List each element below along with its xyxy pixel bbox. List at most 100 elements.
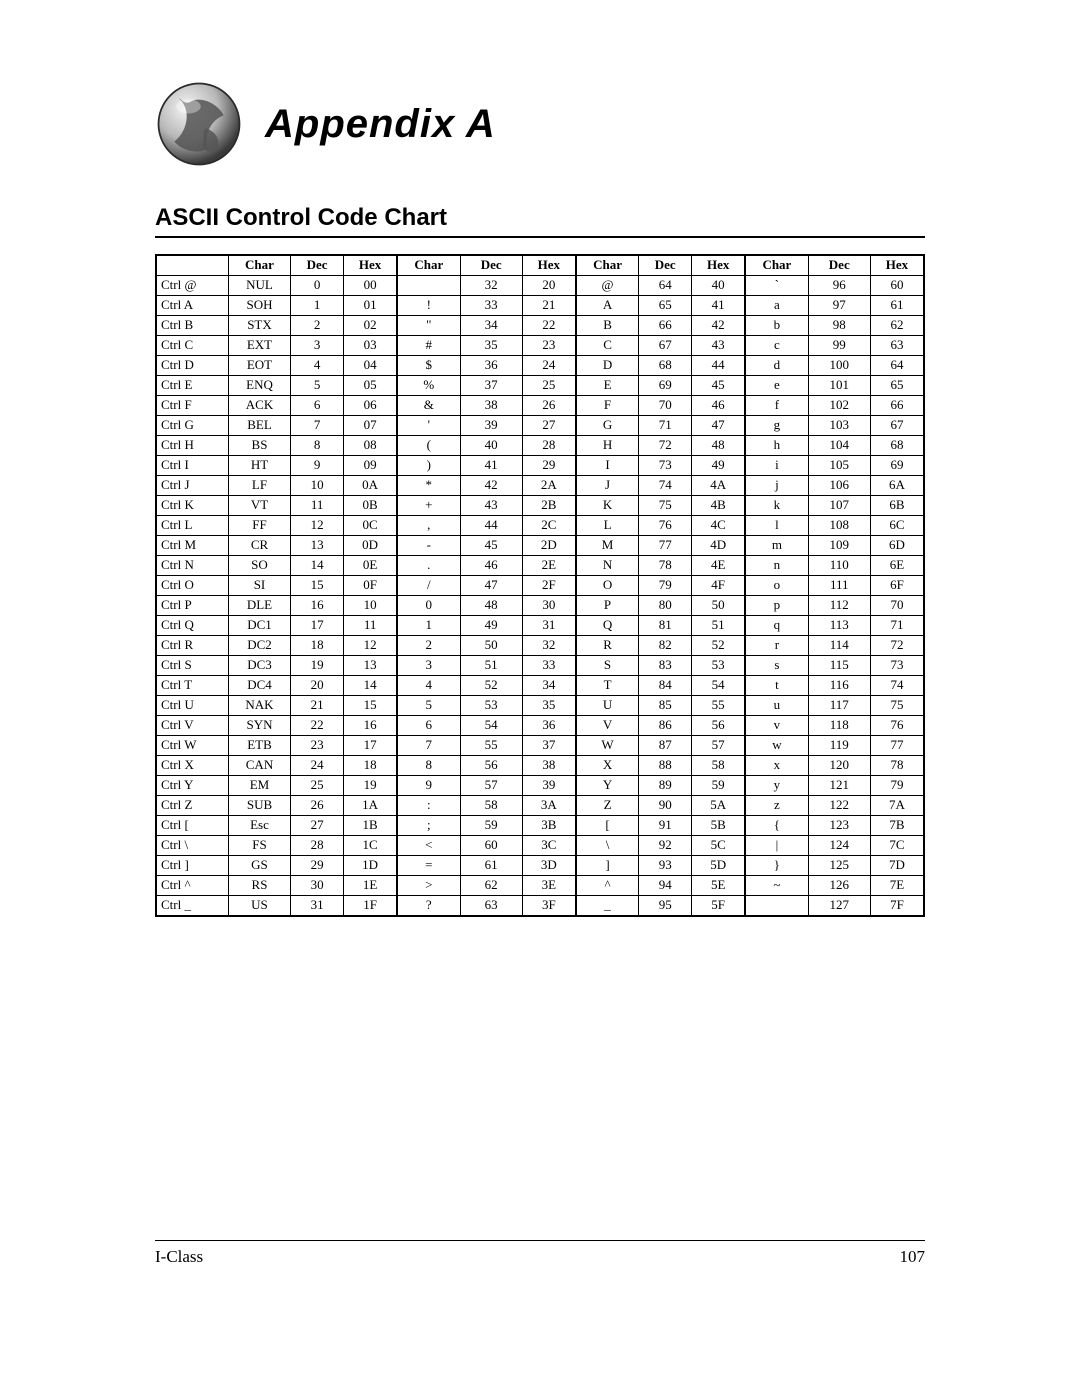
cell: 0E (344, 556, 398, 576)
cell: 107 (808, 496, 870, 516)
cell: x (745, 756, 808, 776)
cell: 89 (639, 776, 692, 796)
cell: " (397, 316, 460, 336)
cell: Y (576, 776, 639, 796)
table-row: Ctrl GBEL707'3927G7147g10367 (156, 416, 924, 436)
cell: 00 (344, 276, 398, 296)
cell: . (397, 556, 460, 576)
cell: 21 (291, 696, 344, 716)
cell: 115 (808, 656, 870, 676)
cell: 97 (808, 296, 870, 316)
cell: 57 (692, 736, 746, 756)
cell: 64 (870, 356, 924, 376)
cell: 17 (291, 616, 344, 636)
cell: Ctrl L (156, 516, 228, 536)
cell: 87 (639, 736, 692, 756)
cell: 75 (639, 496, 692, 516)
cell: 33 (522, 656, 576, 676)
cell: 12 (344, 636, 398, 656)
cell: SYN (228, 716, 290, 736)
cell: Ctrl G (156, 416, 228, 436)
cell: 70 (870, 596, 924, 616)
cell: 2 (397, 636, 460, 656)
cell: - (397, 536, 460, 556)
cell: 74 (870, 676, 924, 696)
cell: 27 (522, 416, 576, 436)
cell: Ctrl K (156, 496, 228, 516)
cell: Ctrl P (156, 596, 228, 616)
cell: 23 (291, 736, 344, 756)
cell: , (397, 516, 460, 536)
cell: Ctrl _ (156, 896, 228, 917)
cell: X (576, 756, 639, 776)
cell: 4E (692, 556, 746, 576)
cell: e (745, 376, 808, 396)
cell: K (576, 496, 639, 516)
cell: 3E (522, 876, 576, 896)
cell: ETB (228, 736, 290, 756)
cell: M (576, 536, 639, 556)
cell: 56 (460, 756, 522, 776)
cell: Ctrl C (156, 336, 228, 356)
cell: 4A (692, 476, 746, 496)
cell: 28 (291, 836, 344, 856)
cell: 0B (344, 496, 398, 516)
cell: 38 (460, 396, 522, 416)
table-row: Ctrl @NUL0003220@6440`9660 (156, 276, 924, 296)
cell: Ctrl S (156, 656, 228, 676)
cell: 72 (870, 636, 924, 656)
cell: Ctrl [ (156, 816, 228, 836)
cell: 1F (344, 896, 398, 917)
cell: S (576, 656, 639, 676)
cell: 98 (808, 316, 870, 336)
cell: 82 (639, 636, 692, 656)
cell: 77 (639, 536, 692, 556)
cell: Ctrl N (156, 556, 228, 576)
page-footer: I-Class 107 (155, 1240, 925, 1267)
cell: 81 (639, 616, 692, 636)
table-row: Ctrl TDC4201445234T8454t11674 (156, 676, 924, 696)
cell: 47 (692, 416, 746, 436)
cell: 72 (639, 436, 692, 456)
appendix-title: Appendix A (265, 102, 496, 147)
table-row: Ctrl ZSUB261A:583AZ905Az1227A (156, 796, 924, 816)
cell: c (745, 336, 808, 356)
cell: 03 (344, 336, 398, 356)
cell: 0 (291, 276, 344, 296)
cell: h (745, 436, 808, 456)
cell: ~ (745, 876, 808, 896)
cell: 71 (870, 616, 924, 636)
cell: 5D (692, 856, 746, 876)
ascii-table-head: CharDecHexCharDecHexCharDecHexCharDecHex (156, 255, 924, 276)
footer-rule (155, 1240, 925, 1241)
cell: 36 (460, 356, 522, 376)
cell: | (745, 836, 808, 856)
cell: DC2 (228, 636, 290, 656)
cell: 78 (870, 756, 924, 776)
table-row: Ctrl YEM251995739Y8959y12179 (156, 776, 924, 796)
cell: Esc (228, 816, 290, 836)
cell: P (576, 596, 639, 616)
cell: 38 (522, 756, 576, 776)
cell: 17 (344, 736, 398, 756)
cell: [ (576, 816, 639, 836)
cell: 125 (808, 856, 870, 876)
cell: EXT (228, 336, 290, 356)
cell: 119 (808, 736, 870, 756)
cell: A (576, 296, 639, 316)
cell: 0D (344, 536, 398, 556)
cell: 2 (291, 316, 344, 336)
cell: 5C (692, 836, 746, 856)
cell: t (745, 676, 808, 696)
table-row: Ctrl UNAK211555335U8555u11775 (156, 696, 924, 716)
cell: ! (397, 296, 460, 316)
table-row: Ctrl _US311F?633F_955F1277F (156, 896, 924, 917)
cell: Z (576, 796, 639, 816)
cell: 32 (522, 636, 576, 656)
table-row: Ctrl WETB231775537W8757w11977 (156, 736, 924, 756)
cell: 114 (808, 636, 870, 656)
cell: 44 (692, 356, 746, 376)
cell: 80 (639, 596, 692, 616)
cell: 102 (808, 396, 870, 416)
cell: Ctrl T (156, 676, 228, 696)
